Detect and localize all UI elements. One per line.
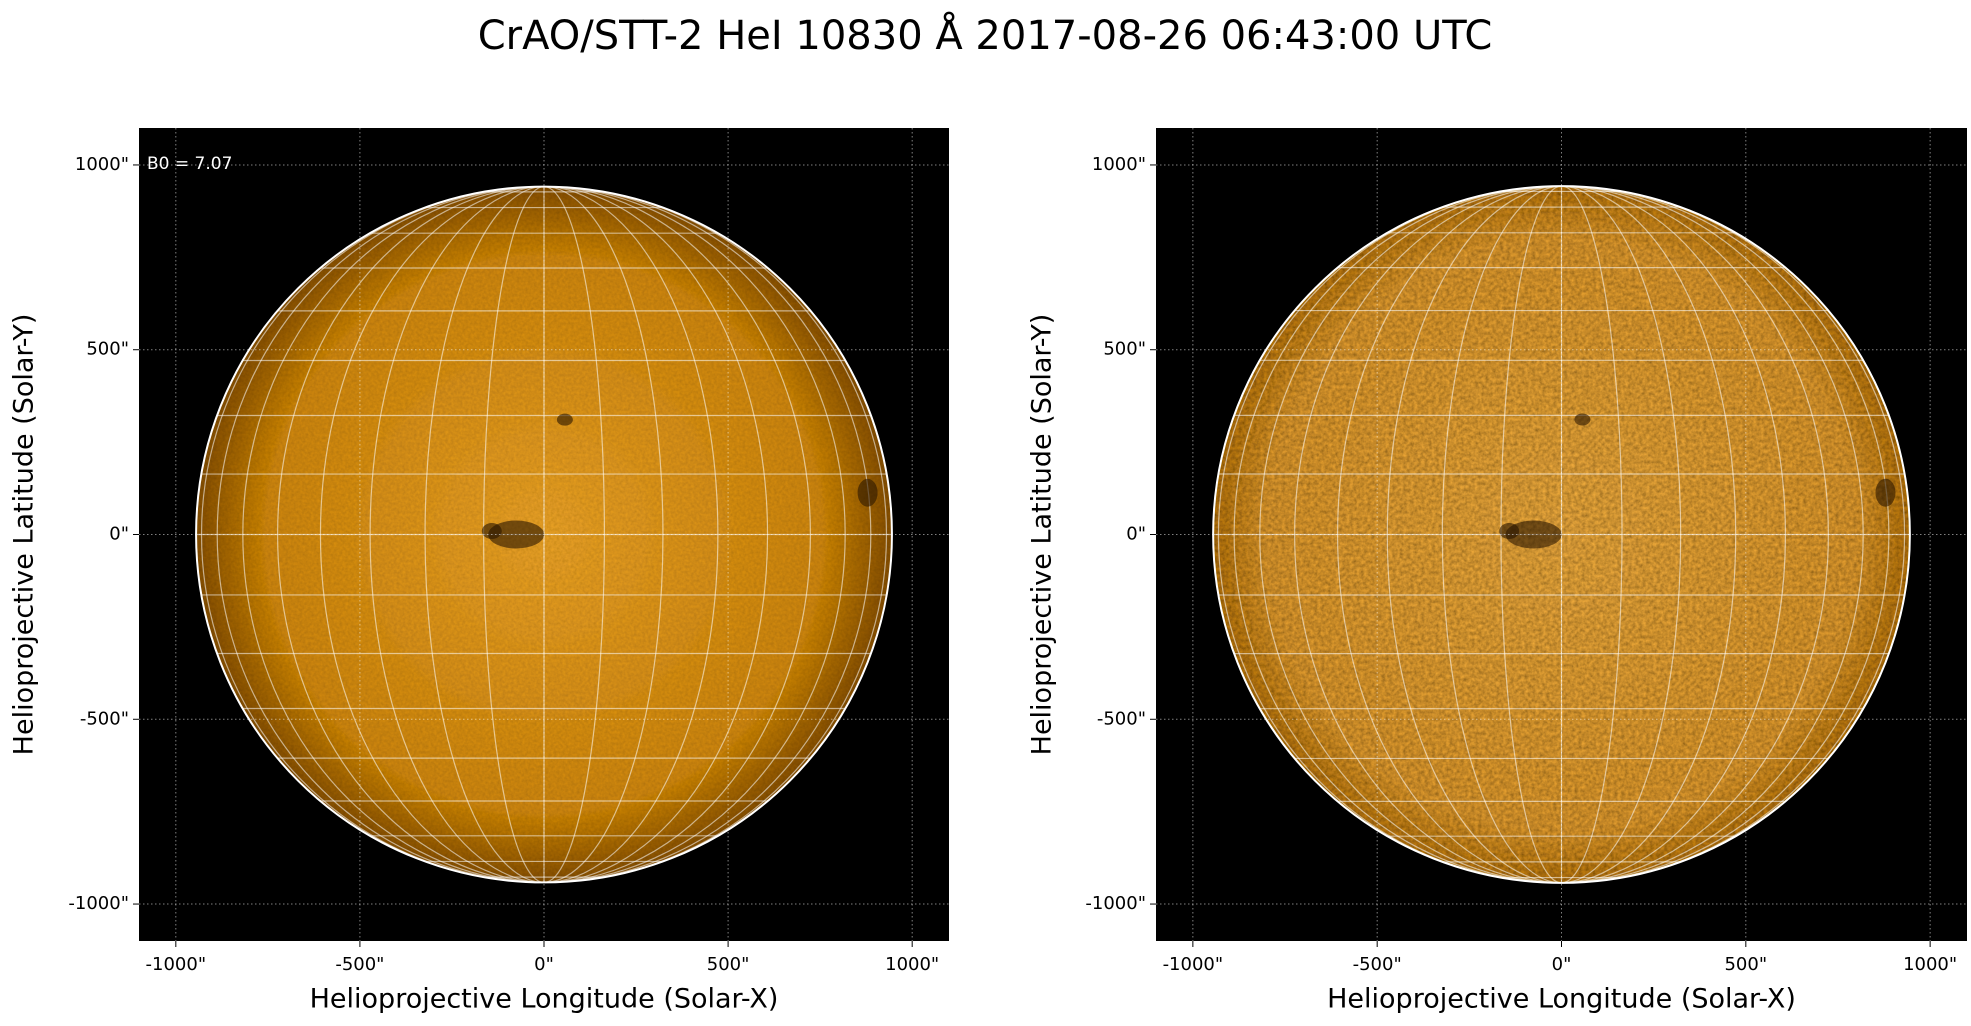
axes: -1000" -500" 0" 500" 1000" -1000" -500" 0" 500" 1… bbox=[1027, 128, 1967, 1015]
x-tick-label: 0" bbox=[534, 954, 554, 975]
y-tick-label: -500" bbox=[1097, 708, 1146, 729]
dark-feature bbox=[857, 478, 878, 507]
y-tick-label: -1000" bbox=[1085, 893, 1146, 914]
y-tick-label: 0" bbox=[109, 524, 129, 545]
meridian-line bbox=[543, 185, 846, 884]
meridian-line bbox=[1337, 185, 1562, 884]
x-tick-label: 0" bbox=[1552, 954, 1572, 975]
x-tick-label: 1000" bbox=[885, 954, 939, 975]
meridian-line bbox=[1233, 185, 1562, 884]
x-tick-label: 500" bbox=[1724, 954, 1767, 975]
dark-feature bbox=[1574, 413, 1591, 426]
dark-feature bbox=[1505, 520, 1562, 549]
y-axis-label: Helioprojective Latitude (Solar-Y) bbox=[9, 314, 40, 756]
x-tick-label: 1000" bbox=[1903, 954, 1957, 975]
x-tick-label: -1000" bbox=[146, 954, 207, 975]
annotation: B0 = 7.07 bbox=[147, 154, 232, 174]
dark-feature bbox=[481, 523, 502, 540]
meridian-line bbox=[1561, 185, 1623, 884]
dark-feature bbox=[1499, 523, 1520, 540]
y-tick-label: 0" bbox=[1126, 524, 1146, 545]
meridian-line bbox=[1217, 185, 1562, 884]
meridian-line bbox=[1386, 185, 1562, 884]
meridian-line bbox=[1441, 185, 1562, 884]
meridian-line bbox=[424, 185, 545, 884]
y-tick-label: 500" bbox=[1103, 339, 1146, 360]
meridian-line bbox=[543, 185, 888, 884]
meridian-line bbox=[543, 185, 719, 884]
meridian-line bbox=[200, 185, 545, 884]
meridian-line bbox=[1561, 185, 1864, 884]
figure-title: CrAO/STT-2 HeI 10830 Å 2017-08-26 06:43:… bbox=[478, 11, 1493, 59]
dark-feature bbox=[556, 413, 573, 426]
meridian-line bbox=[369, 185, 545, 884]
axes: -1000" -500" 0" 500" 1000" -1000" -500" 0" 500" 1… bbox=[9, 128, 949, 1015]
meridian-line bbox=[216, 185, 545, 884]
x-tick-label: 500" bbox=[707, 954, 750, 975]
meridian-line bbox=[543, 185, 872, 884]
x-tick-label: -1000" bbox=[1163, 954, 1224, 975]
meridian-line bbox=[1294, 185, 1562, 884]
meridian-line bbox=[1259, 185, 1562, 884]
meridian-line bbox=[1561, 185, 1737, 884]
y-tick-label: -1000" bbox=[68, 893, 129, 914]
x-axis-label: Helioprojective Longitude (Solar-X) bbox=[310, 984, 779, 1015]
y-axis-label: Helioprojective Latitude (Solar-Y) bbox=[1027, 314, 1058, 756]
dark-feature bbox=[1875, 478, 1896, 507]
meridian-line bbox=[276, 185, 545, 884]
meridian-line bbox=[543, 185, 812, 884]
meridian-line bbox=[543, 185, 664, 884]
x-tick-label: -500" bbox=[335, 954, 384, 975]
y-tick-label: 1000" bbox=[1092, 154, 1146, 175]
x-axis-label: Helioprojective Longitude (Solar-X) bbox=[1327, 984, 1796, 1015]
y-tick-label: 500" bbox=[86, 339, 129, 360]
meridian-line bbox=[242, 185, 545, 884]
y-tick-label: 1000" bbox=[75, 154, 129, 175]
x-tick-label: -500" bbox=[1353, 954, 1402, 975]
y-tick-label: -500" bbox=[80, 708, 129, 729]
